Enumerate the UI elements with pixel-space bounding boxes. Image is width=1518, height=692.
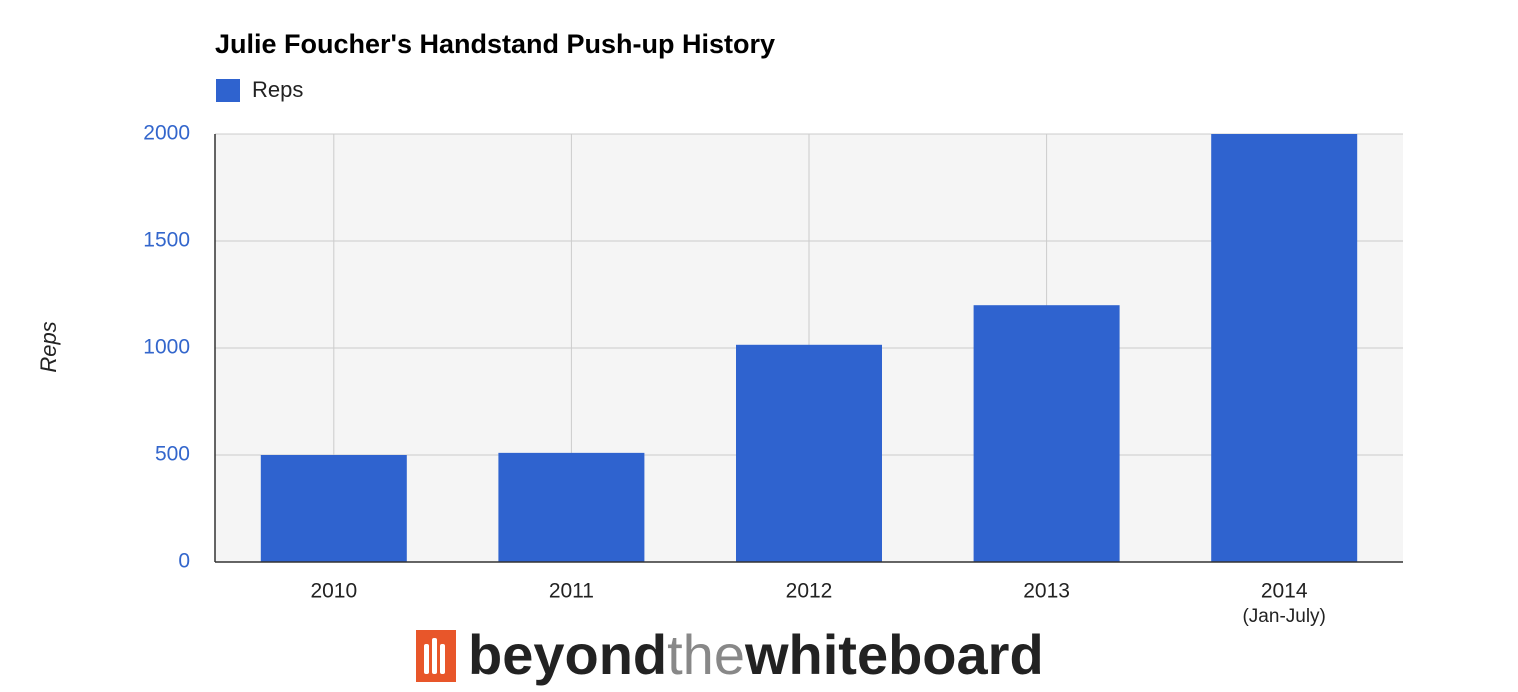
x-tick-label: 2013 [1023,580,1070,603]
logo-text-part: whiteboard [744,623,1044,686]
bar [736,344,882,562]
bar [1211,134,1358,562]
x-tick-label: 2010 [310,580,357,603]
logo-icon-bar [432,638,437,674]
chart-title: Julie Foucher's Handstand Push-up Histor… [215,29,775,59]
logo-text-part: beyond [468,623,667,686]
y-tick-label: 1500 [143,229,190,252]
logo-text-part: the [667,623,745,686]
y-axis-label: Reps [36,321,61,372]
x-tick-note: (Jan-July) [1242,606,1325,627]
legend-swatch [216,79,240,102]
x-tick-label: 2014 [1261,580,1308,603]
bar [973,305,1120,562]
bar [260,455,407,562]
x-tick-label: 2011 [549,580,594,603]
legend-label: Reps [252,77,303,102]
logo-icon-bar [440,644,445,674]
y-tick-label: 500 [155,443,190,466]
y-tick-label: 2000 [143,122,190,145]
bar [498,452,645,562]
y-tick-label: 1000 [143,336,190,359]
logo: beyondthewhiteboard [416,623,1044,686]
logo-icon-bar [424,644,429,674]
logo-text: beyondthewhiteboard [468,623,1044,686]
y-tick-label: 0 [178,550,190,573]
x-tick-label: 2012 [786,580,833,603]
